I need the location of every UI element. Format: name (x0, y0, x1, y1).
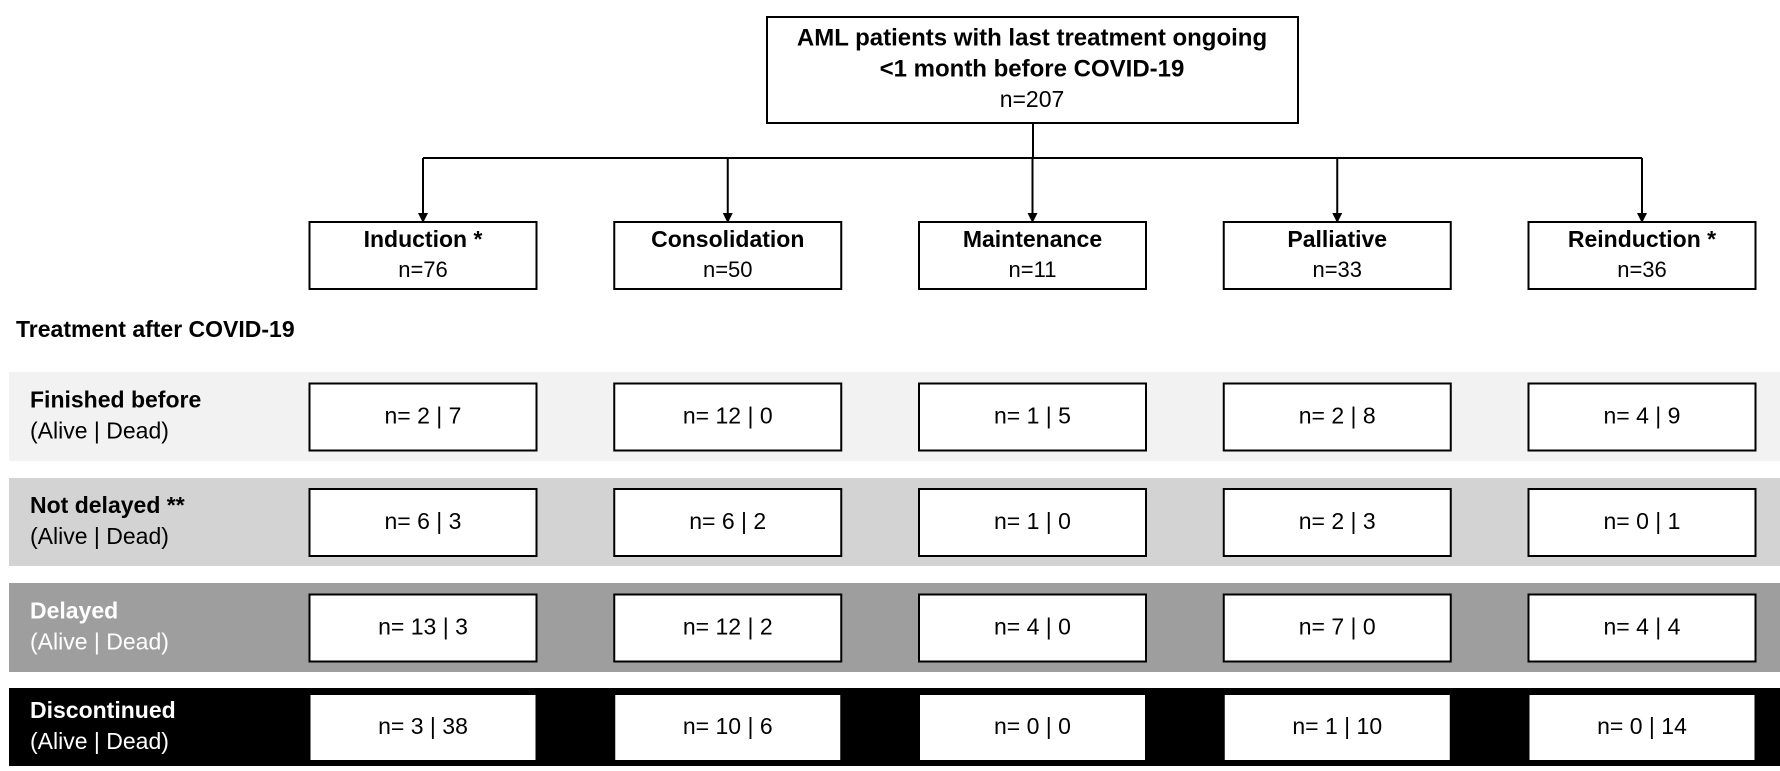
cell-box (613, 593, 843, 663)
cell-box (1222, 382, 1452, 452)
row-label: Finished before (30, 387, 201, 413)
cell-value: n= 0 | 1 (1604, 508, 1681, 534)
cell-box (918, 593, 1147, 663)
cell-box (918, 693, 1147, 762)
cell-box (1527, 488, 1757, 557)
cell-value: n= 7 | 0 (1299, 614, 1376, 640)
cell-value: n= 0 | 14 (1597, 713, 1687, 739)
group-label: Reinduction * (1568, 226, 1716, 252)
cell-value: n= 12 | 2 (683, 614, 773, 640)
cell-value: n= 1 | 0 (994, 508, 1071, 534)
root-box (766, 16, 1299, 124)
cell-value: n= 2 | 3 (1299, 508, 1376, 534)
group-label: Induction * (364, 226, 483, 252)
cell-value: n= 1 | 5 (994, 403, 1071, 429)
cell-box (613, 693, 843, 762)
group-box (1527, 221, 1757, 290)
root-title: <1 month before COVID-19 (880, 55, 1185, 82)
row-sublabel: (Alive | Dead) (30, 418, 169, 444)
group-label: Palliative (1287, 226, 1387, 252)
group-box (613, 221, 843, 290)
group-box (308, 221, 538, 290)
group-n: n=36 (1617, 257, 1667, 282)
cell-value: n= 4 | 9 (1604, 403, 1681, 429)
cell-box (1527, 593, 1757, 663)
group-n: n=50 (703, 257, 753, 282)
row-label: Delayed (30, 598, 118, 624)
row-label: Discontinued (30, 697, 176, 723)
cell-value: n= 0 | 0 (994, 713, 1071, 739)
cell-box (308, 693, 538, 762)
group-n: n=76 (398, 257, 448, 282)
cell-value: n= 4 | 0 (994, 614, 1071, 640)
cell-value: n= 3 | 38 (378, 713, 468, 739)
cell-value: n= 4 | 4 (1604, 614, 1681, 640)
cell-box (308, 382, 538, 452)
cell-value: n= 12 | 0 (683, 403, 773, 429)
row-label: Not delayed ** (30, 492, 185, 518)
cell-value: n= 13 | 3 (378, 614, 468, 640)
cell-box (1527, 693, 1757, 762)
row-band (9, 478, 1780, 566)
row-sublabel: (Alive | Dead) (30, 629, 169, 655)
cell-box (613, 382, 843, 452)
cell-box (308, 593, 538, 663)
cell-box (918, 488, 1147, 557)
root-title: AML patients with last treatment ongoing (797, 24, 1267, 51)
cell-box (613, 488, 843, 557)
cell-box (1222, 593, 1452, 663)
group-n: n=11 (1009, 257, 1057, 282)
row-band (9, 688, 1780, 766)
group-box (918, 221, 1147, 290)
cell-box (1527, 382, 1757, 452)
row-sublabel: (Alive | Dead) (30, 728, 169, 754)
group-box (1222, 221, 1452, 290)
cell-box (1222, 488, 1452, 557)
row-sublabel: (Alive | Dead) (30, 523, 169, 549)
cell-box (308, 488, 538, 557)
cell-box (918, 382, 1147, 452)
group-label: Consolidation (651, 226, 804, 252)
row-band (9, 583, 1780, 672)
cell-value: n= 10 | 6 (683, 713, 773, 739)
cell-value: n= 6 | 2 (689, 508, 766, 534)
section-title: Treatment after COVID-19 (16, 316, 295, 342)
cell-box (1222, 693, 1452, 762)
group-n: n=33 (1312, 257, 1362, 282)
cell-value: n= 6 | 3 (385, 508, 462, 534)
cell-value: n= 2 | 8 (1299, 403, 1376, 429)
row-band (9, 372, 1780, 461)
cell-value: n= 2 | 7 (385, 403, 462, 429)
cell-value: n= 1 | 10 (1292, 713, 1382, 739)
root-n: n=207 (1000, 86, 1065, 112)
group-label: Maintenance (963, 226, 1102, 252)
